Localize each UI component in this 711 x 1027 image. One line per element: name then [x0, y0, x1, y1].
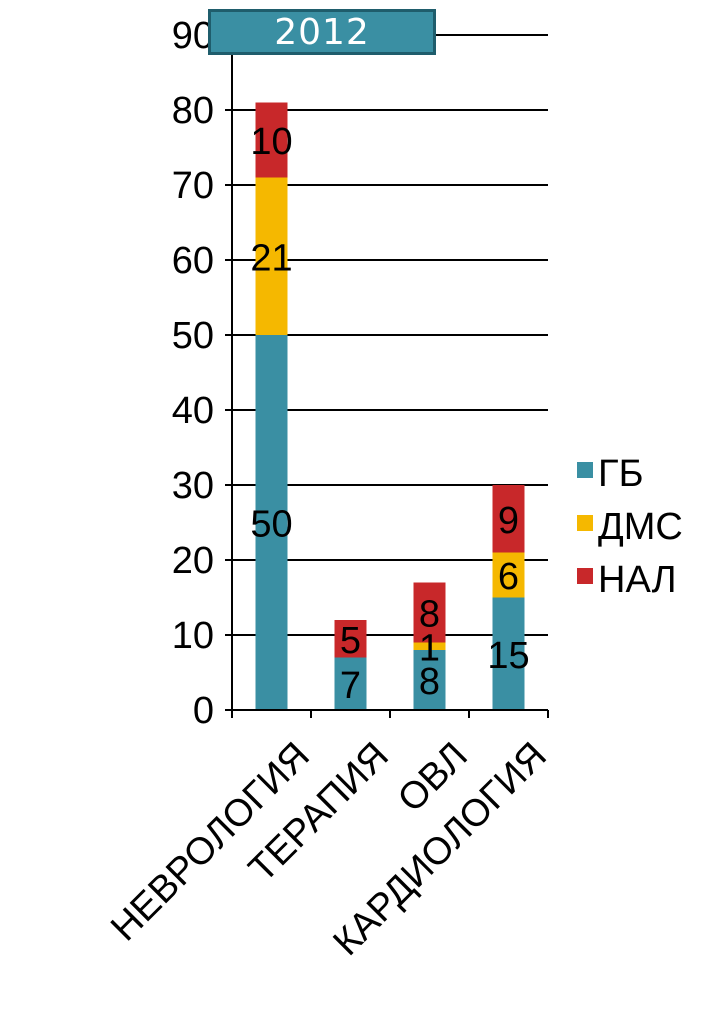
- bar-0-series-1: [255, 177, 288, 335]
- labels: 0102030405060708090502110НЕВРОЛОГИЯ75ТЕР…: [103, 15, 555, 964]
- bar-1-series-2: [334, 620, 367, 658]
- legend-label-0: ГБ: [598, 453, 644, 495]
- bars: [255, 102, 525, 710]
- y-tick-label-90: 90: [172, 15, 214, 57]
- legend: ГБ ДМС НАЛ: [577, 453, 683, 601]
- data-label-2-series-0: 8: [419, 661, 440, 703]
- data-label-0-series-2: 10: [250, 121, 292, 163]
- chart-title: 2012: [208, 9, 436, 55]
- y-tick-label-0: 0: [193, 690, 214, 732]
- bar-2-series-1: [413, 642, 446, 650]
- bar-1-series-0: [334, 657, 367, 710]
- legend-label-1: ДМС: [598, 506, 683, 548]
- legend-swatch-2: [577, 568, 593, 584]
- data-label-2-series-2: 8: [419, 594, 440, 636]
- y-tick-label-30: 30: [172, 465, 214, 507]
- bar-3-series-0: [492, 597, 525, 710]
- data-label-1-series-0: 7: [340, 665, 361, 707]
- bar-3-series-2: [492, 485, 525, 553]
- data-label-1-series-2: 5: [340, 620, 361, 662]
- axes: [225, 34, 549, 718]
- legend-label-2: НАЛ: [598, 559, 677, 601]
- data-label-0-series-1: 21: [250, 237, 292, 279]
- legend-swatch-1: [577, 515, 593, 531]
- y-tick-label-60: 60: [172, 240, 214, 282]
- data-label-0-series-0: 50: [250, 504, 292, 546]
- bar-0-series-0: [255, 335, 288, 710]
- bar-2-series-2: [413, 582, 446, 643]
- y-tick-label-80: 80: [172, 90, 214, 132]
- y-tick-label-20: 20: [172, 540, 214, 582]
- bar-3-series-1: [492, 552, 525, 598]
- y-tick-label-50: 50: [172, 315, 214, 357]
- data-label-2-series-1: 1: [419, 627, 440, 669]
- bar-2-series-0: [413, 650, 446, 710]
- y-tick-label-10: 10: [172, 615, 214, 657]
- legend-swatch-0: [577, 462, 593, 478]
- bar-0-series-2: [255, 102, 288, 178]
- data-label-3-series-0: 15: [487, 635, 529, 677]
- y-tick-label-40: 40: [172, 390, 214, 432]
- data-label-3-series-2: 9: [498, 500, 519, 542]
- data-label-3-series-1: 6: [498, 556, 519, 598]
- y-tick-label-70: 70: [172, 165, 214, 207]
